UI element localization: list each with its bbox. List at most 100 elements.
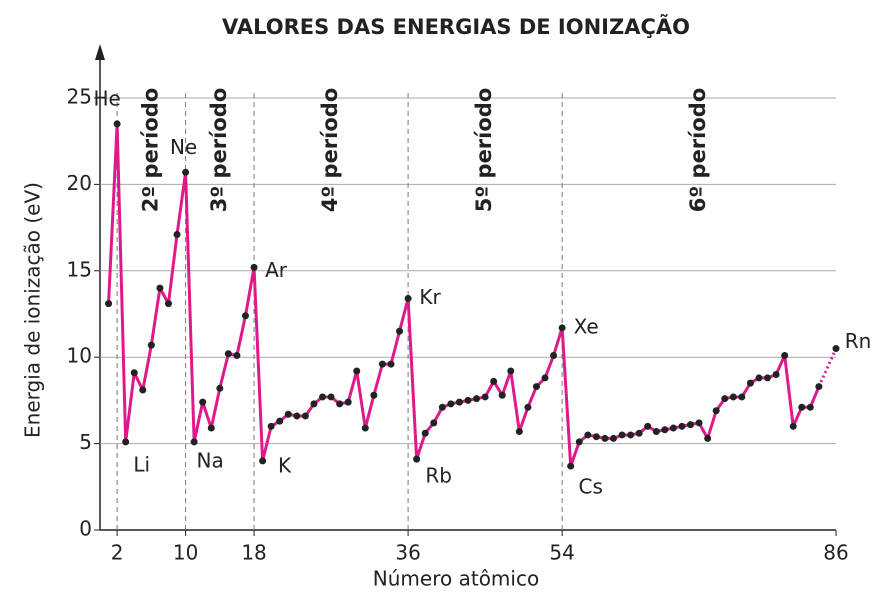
data-point xyxy=(772,370,780,378)
data-point xyxy=(164,300,172,308)
data-point xyxy=(241,312,249,320)
y-tick-label: 20 xyxy=(67,171,92,195)
period-label: 5º período xyxy=(472,88,496,212)
data-point xyxy=(455,398,463,406)
data-point xyxy=(584,431,592,439)
data-point xyxy=(738,393,746,401)
data-point xyxy=(267,422,275,430)
data-point xyxy=(609,434,617,442)
data-point xyxy=(438,403,446,411)
data-point xyxy=(746,379,754,387)
data-point xyxy=(430,419,438,427)
data-point xyxy=(396,327,404,335)
point-label: Rn xyxy=(845,329,872,353)
data-point xyxy=(473,395,481,403)
data-point xyxy=(832,345,840,353)
data-point xyxy=(532,383,540,391)
data-point xyxy=(806,403,814,411)
data-point xyxy=(224,350,232,358)
period-label: 6º período xyxy=(686,88,710,212)
y-tick-label: 0 xyxy=(79,517,92,541)
data-point xyxy=(319,393,327,401)
data-point xyxy=(592,433,600,441)
data-point xyxy=(447,400,455,408)
data-point xyxy=(815,383,823,391)
data-point xyxy=(712,407,720,415)
data-point xyxy=(644,422,652,430)
data-point xyxy=(182,168,190,176)
data-point xyxy=(558,324,566,332)
data-point xyxy=(652,428,660,436)
data-point xyxy=(327,393,335,401)
data-point xyxy=(250,263,258,271)
data-point xyxy=(190,438,198,446)
data-point xyxy=(284,410,292,418)
data-point xyxy=(601,434,609,442)
data-point xyxy=(550,351,558,359)
data-point xyxy=(678,422,686,430)
y-tick-label: 15 xyxy=(67,257,92,281)
data-point xyxy=(276,417,284,425)
point-label: Kr xyxy=(419,285,441,309)
data-point xyxy=(105,300,113,308)
y-axis-label: Energia de ionização (eV) xyxy=(21,182,45,438)
data-point xyxy=(421,429,429,437)
data-point xyxy=(293,412,301,420)
data-point xyxy=(721,395,729,403)
data-point xyxy=(755,374,763,382)
data-point xyxy=(567,462,575,470)
y-tick-label: 5 xyxy=(79,430,92,454)
data-point xyxy=(627,431,635,439)
data-point xyxy=(498,391,506,399)
y-axis-arrow xyxy=(95,44,105,60)
data-point xyxy=(344,398,352,406)
x-tick-label: 18 xyxy=(241,541,266,565)
x-tick-label: 10 xyxy=(173,541,198,565)
period-label: 3º período xyxy=(207,88,231,212)
x-tick-label: 54 xyxy=(549,541,574,565)
data-point xyxy=(361,424,369,432)
data-point xyxy=(301,412,309,420)
data-point xyxy=(515,428,523,436)
data-point xyxy=(199,398,207,406)
data-point xyxy=(618,431,626,439)
data-point xyxy=(661,426,669,434)
x-tick-label: 36 xyxy=(395,541,420,565)
point-label: Li xyxy=(133,452,150,476)
data-point xyxy=(507,367,515,375)
point-label: Xe xyxy=(574,314,599,338)
point-label: Ar xyxy=(265,258,288,282)
data-point xyxy=(139,386,147,394)
data-point xyxy=(764,374,772,382)
point-label: Na xyxy=(197,448,224,472)
data-point xyxy=(635,429,643,437)
point-label: Ne xyxy=(170,135,197,159)
estimated-segment xyxy=(817,347,838,388)
data-point xyxy=(233,351,241,359)
y-tick-label: 10 xyxy=(67,344,92,368)
data-point xyxy=(729,393,737,401)
data-point xyxy=(789,422,797,430)
data-point xyxy=(353,367,361,375)
data-point xyxy=(704,434,712,442)
data-point xyxy=(490,377,498,385)
data-point xyxy=(378,360,386,368)
period-label: 2º período xyxy=(138,88,162,212)
data-point xyxy=(798,403,806,411)
x-tick-label: 86 xyxy=(823,541,848,565)
x-axis-label: Número atômico xyxy=(373,567,539,591)
data-point xyxy=(130,369,138,377)
data-point xyxy=(156,284,164,292)
point-label: K xyxy=(278,453,292,477)
data-point xyxy=(404,294,412,302)
data-point xyxy=(669,424,677,432)
data-point xyxy=(310,400,318,408)
data-point xyxy=(481,393,489,401)
data-point xyxy=(387,360,395,368)
point-label: Rb xyxy=(425,464,452,488)
data-point xyxy=(113,120,121,128)
data-point xyxy=(173,231,181,239)
data-point xyxy=(781,351,789,359)
data-point xyxy=(122,438,130,446)
